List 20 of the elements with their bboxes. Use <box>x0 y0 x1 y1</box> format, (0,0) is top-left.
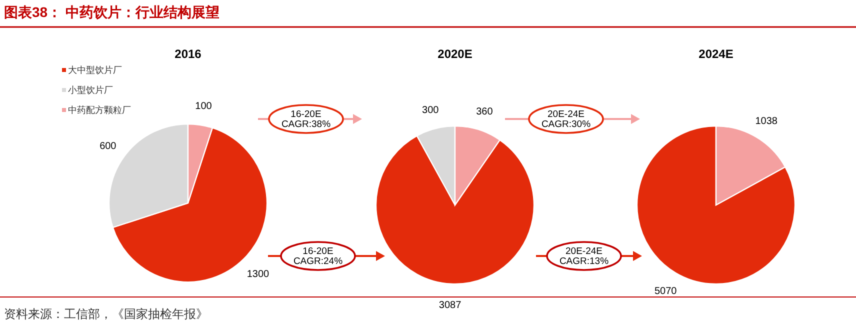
text: 20E-24E CAGR:30% <box>541 109 592 130</box>
data-label: 360 <box>476 106 494 118</box>
text: 资料来源：工信部，《国家抽检年报》 <box>4 307 208 321</box>
chart-title: 2016 <box>174 47 202 61</box>
data-label: 1300 <box>246 269 270 280</box>
legend-label: 大中型饮片厂 <box>68 65 122 75</box>
text: 图表38： 中药饮片：行业结构展望 <box>4 4 220 20</box>
text: 20E-24E CAGR:13% <box>559 246 610 267</box>
chart-title: 2024E <box>698 47 734 61</box>
text: 16-20E CAGR:24% <box>293 246 344 267</box>
data-label: 300 <box>422 105 440 116</box>
text: 16-20E CAGR:38% <box>281 109 332 130</box>
data-label: 600 <box>100 140 117 152</box>
legend-label: 中药配方颗粒厂 <box>68 105 131 115</box>
chart-title: 2020E <box>438 47 472 61</box>
data-label: 5070 <box>654 286 678 298</box>
data-label: 100 <box>195 101 212 112</box>
data-label: 3087 <box>438 300 462 311</box>
data-label: 1038 <box>755 116 778 127</box>
legend-label: 小型饮片厂 <box>68 85 113 95</box>
